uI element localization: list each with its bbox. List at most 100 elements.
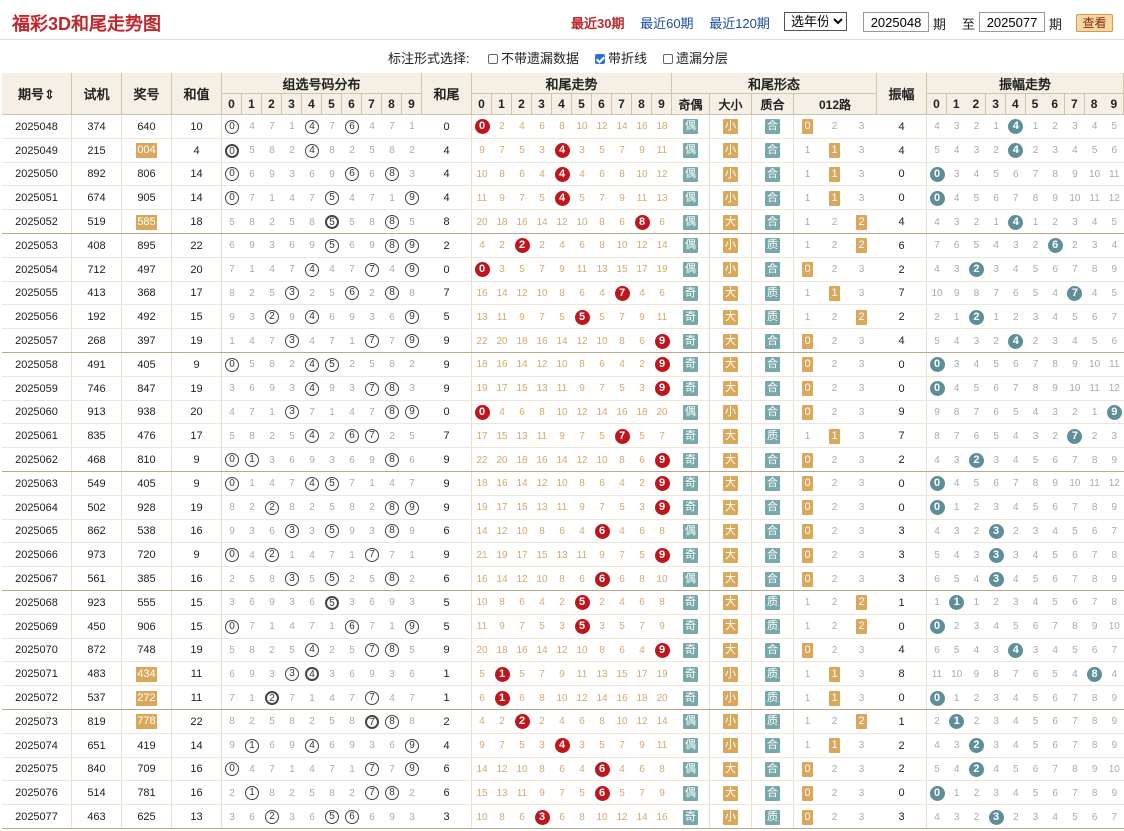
tail-trend-cell: 13 bbox=[476, 311, 488, 323]
group-digit: 4 bbox=[389, 692, 395, 704]
tail-trend-cell: 5 bbox=[639, 430, 645, 442]
tail-trend-cell: 20 bbox=[496, 454, 508, 466]
amp-trend-cell: 8 bbox=[1072, 763, 1078, 775]
amp-cell: 2 bbox=[877, 733, 927, 758]
amp-trend-cell: 6 bbox=[1091, 811, 1098, 823]
road-cell: 3 bbox=[858, 692, 865, 704]
tail-trend-cell: 7 bbox=[519, 192, 525, 204]
sum-cell: 11 bbox=[172, 686, 222, 710]
checkbox-icon[interactable] bbox=[488, 54, 498, 64]
issue-cell: 2025065 bbox=[2, 519, 72, 544]
amp-hit: 0 bbox=[929, 190, 945, 206]
tail-cell: 0 bbox=[422, 257, 472, 282]
prize-value: 368 bbox=[137, 287, 156, 300]
trial-cell: 651 bbox=[72, 733, 122, 758]
issue-cell: 2025073 bbox=[2, 710, 72, 734]
prime-tag: 质 bbox=[765, 595, 780, 611]
group-digit: 3 bbox=[349, 383, 355, 395]
group-digit: 5 bbox=[249, 145, 255, 157]
amp-trend-cell: 8 bbox=[1052, 359, 1058, 371]
period-30-link[interactable]: 最近30期 bbox=[571, 16, 625, 31]
amp-trend-cell: 1 bbox=[953, 502, 960, 514]
checkbox-checked-icon[interactable] bbox=[595, 54, 605, 64]
amp-cell: 6 bbox=[877, 234, 927, 258]
tail-trend-cell: 19 bbox=[496, 549, 508, 561]
group-digit: 0 bbox=[222, 163, 242, 187]
period-120-link[interactable]: 最近120期 bbox=[709, 16, 770, 31]
tail-trend-cell: 13 bbox=[596, 668, 608, 680]
odd-even-cell: 奇 bbox=[672, 638, 710, 663]
option-layer[interactable]: 遗漏分层 bbox=[663, 48, 728, 67]
digit-circle: 5 bbox=[325, 572, 339, 587]
big-small-cell: 小 bbox=[710, 234, 752, 258]
prize-value: 385 bbox=[137, 573, 156, 586]
amp-hit: 4 bbox=[1008, 642, 1024, 658]
amp-trend-cell: 4 bbox=[1052, 287, 1058, 299]
amp-trend-cell: 10 bbox=[1069, 478, 1081, 490]
tail-trend-cell: 10 bbox=[596, 811, 608, 823]
period-60-link[interactable]: 最近60期 bbox=[640, 16, 694, 31]
group-digit: 4 bbox=[329, 692, 335, 704]
tail-trend-cell: 8 bbox=[599, 644, 605, 656]
amp-trend-cell: 2 bbox=[966, 758, 986, 782]
road-cell: 0 bbox=[794, 496, 821, 520]
group-digit: 3 bbox=[409, 168, 415, 180]
tail-trend-cell: 18 bbox=[516, 454, 528, 466]
col-issue-header[interactable]: 期号⇕ bbox=[2, 73, 72, 115]
trial-cell: 268 bbox=[72, 329, 122, 353]
query-button[interactable]: 查看 bbox=[1076, 14, 1113, 32]
amp-trend-cell: 4 bbox=[1032, 406, 1039, 418]
amp-trend-cell: 4 bbox=[993, 240, 999, 252]
amp-trend-cell: 9 bbox=[953, 287, 960, 299]
from-issue-input[interactable] bbox=[863, 12, 929, 32]
prime-cell: 合 bbox=[752, 781, 794, 806]
group-digit: 4 bbox=[309, 763, 315, 775]
amp-trend-cell: 7 bbox=[1032, 168, 1039, 180]
year-select[interactable]: 选年份 bbox=[784, 12, 847, 31]
group-digit: 0 bbox=[222, 472, 242, 496]
table-row: 2025063 549 405 9 9 0 0 1 4 7 4 5 7 1 4 7 18 16 14 12 10 8 6 4 2… bbox=[2, 472, 1124, 496]
amp-trend-cell: 4 bbox=[953, 549, 960, 561]
digit-header: 1 bbox=[946, 94, 967, 115]
issue-cell: 2025056 bbox=[2, 305, 72, 330]
checkbox-icon[interactable] bbox=[663, 54, 673, 64]
row-divider bbox=[2, 185, 1124, 187]
big-small-tag: 大 bbox=[723, 595, 738, 611]
road-cell: 2 bbox=[831, 478, 838, 490]
odd-even-tag: 偶 bbox=[683, 738, 698, 754]
tail-cell: 4 bbox=[422, 162, 472, 187]
digit-circle: 1 bbox=[245, 786, 259, 801]
digit-header: 7 bbox=[1064, 94, 1085, 115]
group-digit: 3 bbox=[282, 662, 302, 686]
tail-trend-cell: 10 bbox=[656, 573, 668, 585]
digit-header: 5 bbox=[322, 94, 342, 115]
amp-trend-cell: 1 bbox=[947, 591, 967, 615]
option-line[interactable]: 带折线 bbox=[595, 48, 647, 67]
group-digit: 9 bbox=[402, 401, 422, 425]
group-digit: 2 bbox=[262, 305, 282, 329]
group-digit: 4 bbox=[302, 472, 322, 496]
road-tag: 0 bbox=[802, 642, 813, 658]
road-cell: 3 bbox=[858, 454, 865, 466]
prime-tag: 合 bbox=[765, 452, 780, 468]
option-no-miss[interactable]: 不带遗漏数据 bbox=[488, 48, 579, 67]
tail-trend-cell: 6 bbox=[519, 692, 525, 704]
tail-cell: 9 bbox=[422, 472, 472, 496]
group-digit: 2 bbox=[249, 716, 255, 728]
table-row: 2025058 491 405 9 9 0 0 5 8 2 4 5 2 5 8 2 18 16 14 12 10 8 6 4 2… bbox=[2, 353, 1124, 377]
prize-cell: 385 bbox=[122, 567, 172, 591]
amp-trend-cell: 9 bbox=[1111, 573, 1118, 585]
group-digit: 5 bbox=[409, 430, 415, 442]
amp-trend-cell: 2 bbox=[1032, 240, 1039, 252]
amp-trend-cell: 5 bbox=[1013, 621, 1019, 633]
road-cell: 2 bbox=[831, 763, 838, 775]
to-issue-input[interactable] bbox=[979, 12, 1045, 32]
digit-circle: 8 bbox=[385, 167, 399, 182]
trial-cell: 514 bbox=[72, 781, 122, 806]
amp-trend-cell: 11 bbox=[1089, 383, 1100, 395]
tail-hit: 8 bbox=[634, 214, 650, 230]
group-digit: 1 bbox=[369, 478, 375, 490]
digit-header: 6 bbox=[342, 94, 362, 115]
tail-trend-cell: 11 bbox=[576, 549, 588, 561]
amp-trend-cell: 1 bbox=[973, 597, 980, 609]
